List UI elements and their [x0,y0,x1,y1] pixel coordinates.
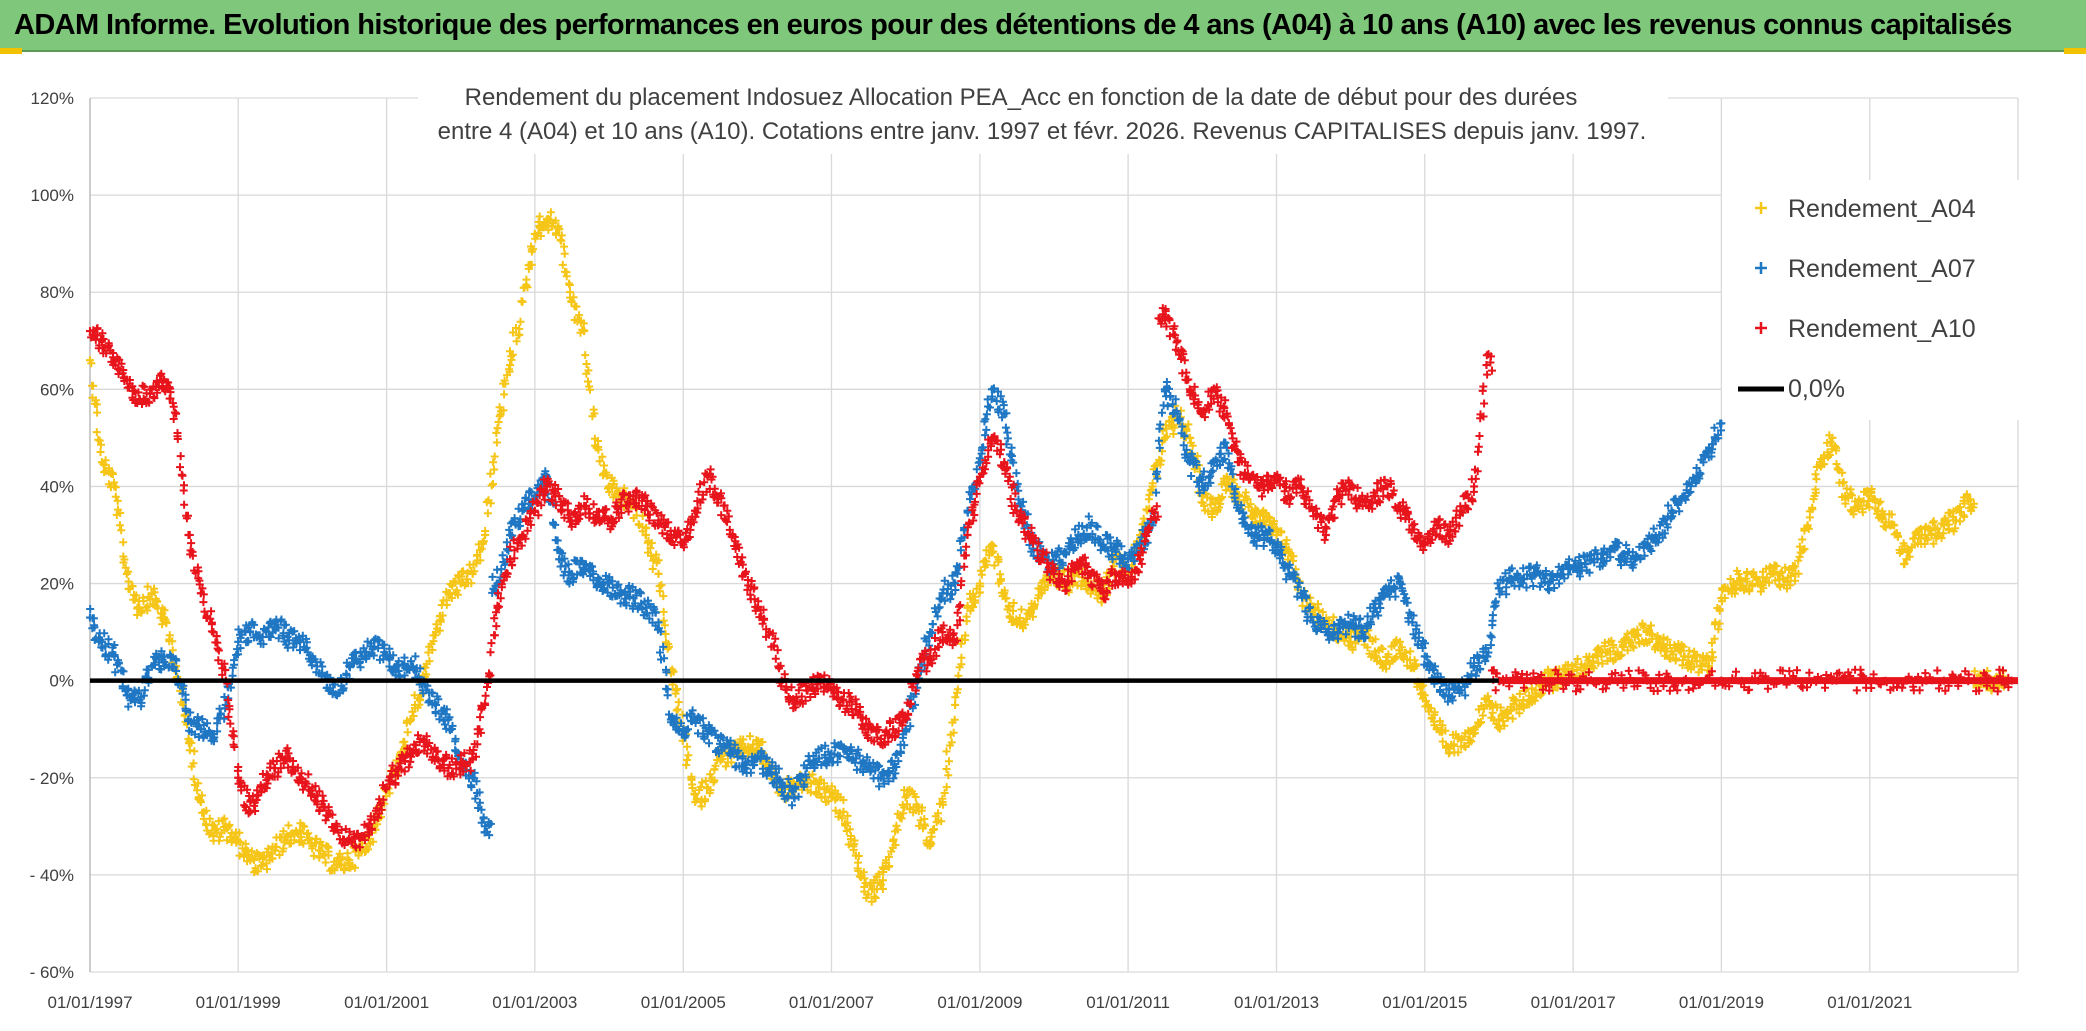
x-tick-label: 01/01/2003 [492,993,577,1012]
x-tick-label: 01/01/2005 [641,993,726,1012]
x-tick-label: 01/01/2011 [1086,993,1170,1012]
performance-scatter-chart: 120% 100% 80% 60% 40% 20% 0% - 20% - 40% - 60% 01/… [30,80,2022,1012]
x-tick-label: 01/01/2019 [1679,993,1764,1012]
report-banner: ADAM Informe. Evolution historique des p… [0,0,2086,52]
report-title: ADAM Informe. Evolution historique des p… [14,8,2012,41]
y-tick-label: 100% [31,186,74,205]
x-tick-label: 01/01/2009 [937,993,1022,1012]
y-tick-label: 120% [31,89,74,108]
y-tick-label: 80% [40,283,74,302]
legend-marker-a07 [1755,262,1767,274]
legend-label-a04: Rendement_A04 [1788,195,1976,223]
data-point [951,700,960,709]
x-tick-label: 01/01/1997 [47,993,132,1012]
legend-marker-a10 [1755,322,1767,334]
y-tick-label: - 40% [30,866,74,885]
legend-marker-a04 [1755,202,1767,214]
y-tick-label: 0% [49,672,74,691]
y-tick-label: 40% [40,477,74,496]
x-tick-label: 01/01/1999 [196,993,281,1012]
chart-legend: Rendement_A04 Rendement_A07 Rendement_A1… [1722,180,2022,420]
data-point-cluster [86,378,1725,840]
data-point [1358,628,1367,637]
chart-title-line-1: Rendement du placement Indosuez Allocati… [465,84,1578,111]
x-tick-label: 01/01/2013 [1234,993,1319,1012]
y-tick-label: - 20% [30,769,74,788]
legend-label-a10: Rendement_A10 [1788,315,1976,343]
banner-accent-right [2064,48,2086,54]
chart-title-backdrop [418,80,1668,154]
data-point [493,424,502,433]
chart-title-line-2: entre 4 (A04) et 10 ans (A10). Cotations… [438,118,1647,145]
banner-accent-left [0,48,22,54]
series-layer [86,208,2016,906]
x-tick-label: 01/01/2017 [1531,993,1616,1012]
x-tick-label: 01/01/2021 [1827,993,1912,1012]
x-tick-label: 01/01/2007 [789,993,874,1012]
x-tick-label: 01/01/2015 [1382,993,1467,1012]
data-point [654,569,663,578]
axis-labels: 120% 100% 80% 60% 40% 20% 0% - 20% - 40% - 60% 01/… [30,89,1913,1012]
data-point [1136,555,1145,564]
data-point [172,409,181,418]
series-rendement-a10 [86,304,2016,852]
data-point [963,531,972,539]
data-point [716,739,725,748]
legend-label-zero-line: 0,0% [1788,375,1845,403]
y-tick-label: - 60% [30,963,74,982]
data-point [938,628,947,637]
y-tick-label: 60% [40,380,74,399]
legend-backdrop [1722,180,2022,420]
x-tick-label: 01/01/2001 [344,993,429,1012]
y-tick-label: 20% [40,575,74,594]
series-rendement-a07 [86,378,1726,840]
data-point-cluster [87,304,2013,852]
legend-label-a07: Rendement_A07 [1788,255,1976,283]
